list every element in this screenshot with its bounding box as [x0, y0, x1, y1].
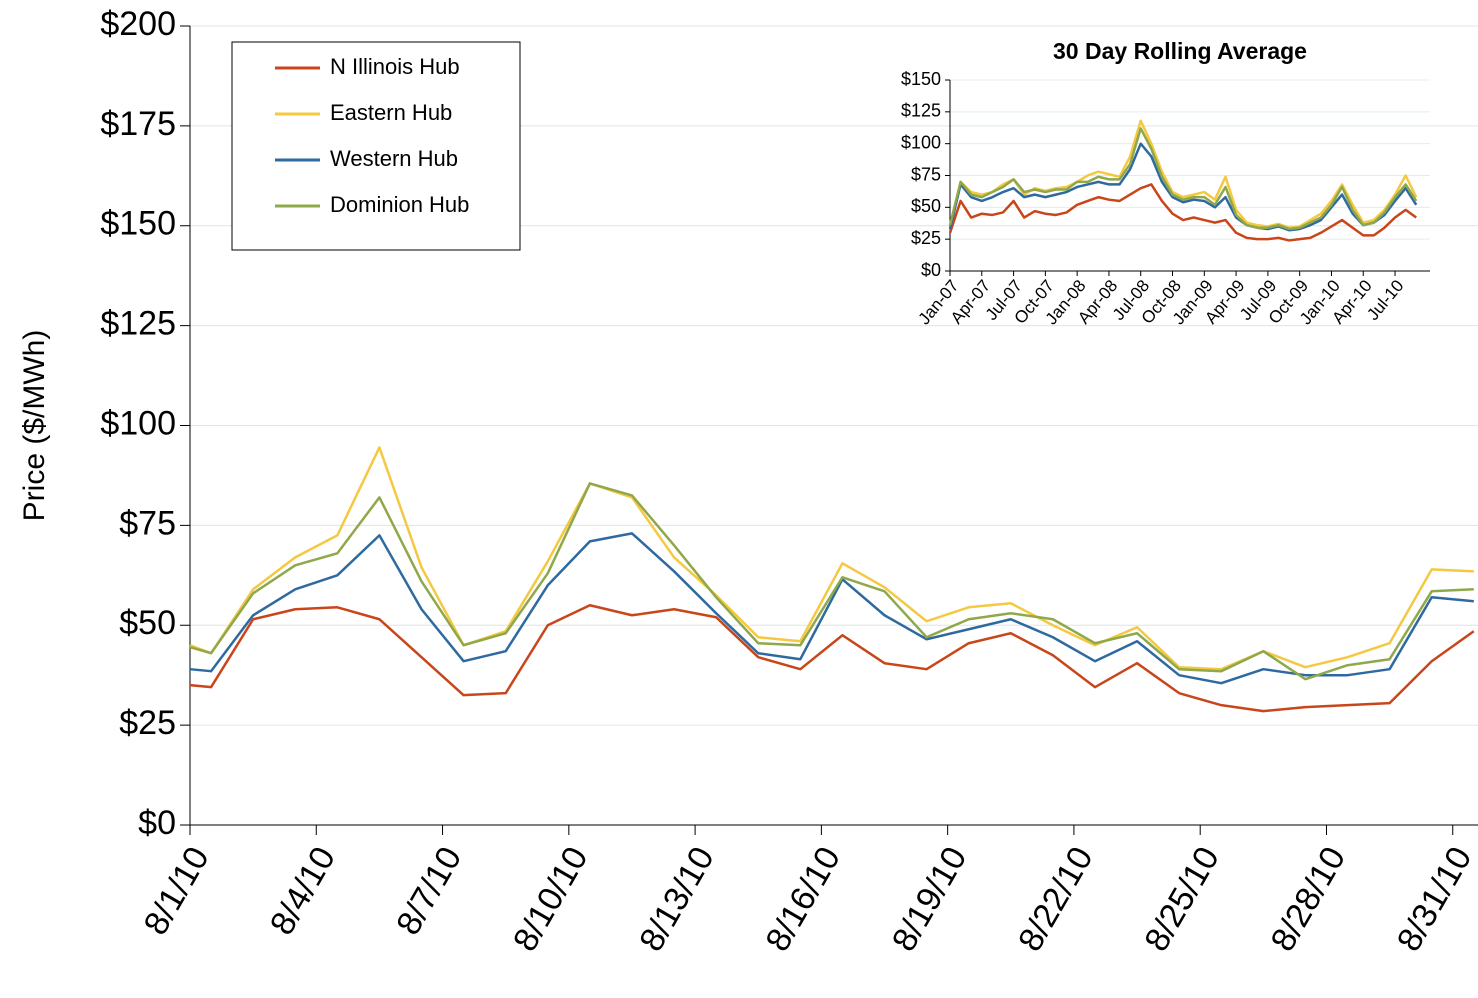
y-tick-label: $50 — [119, 604, 176, 642]
legend-label: Western Hub — [330, 146, 458, 171]
series-line — [189, 604, 1475, 713]
y-tick-label: $100 — [901, 132, 941, 152]
x-tick-label: 8/10/10 — [506, 840, 596, 957]
y-tick-label: $200 — [100, 5, 176, 43]
legend-label: Eastern Hub — [330, 100, 452, 125]
y-tick-label: $125 — [901, 101, 941, 121]
series-line — [189, 532, 1474, 685]
y-tick-label: $125 — [100, 305, 176, 343]
y-tick-label: $50 — [911, 196, 941, 216]
x-tick-label: 8/1/10 — [137, 840, 217, 941]
y-tick-label: $0 — [921, 260, 941, 280]
series-line — [948, 127, 1418, 231]
x-tick-label: 8/13/10 — [632, 840, 722, 957]
y-tick-label: $150 — [100, 205, 176, 243]
x-tick-label: 8/4/10 — [263, 840, 343, 941]
chart-title: 30 Day Rolling Average — [1053, 38, 1307, 64]
y-tick-label: $75 — [119, 504, 176, 542]
y-axis-title: Price ($/MWh) — [18, 330, 51, 522]
legend-frame — [231, 41, 521, 251]
series-line — [189, 482, 1474, 681]
x-tick-label: 8/7/10 — [389, 840, 469, 941]
x-tick-label: 8/25/10 — [1137, 840, 1227, 957]
legend-label: Dominion Hub — [330, 192, 469, 217]
y-tick-label: $100 — [100, 404, 176, 442]
series-line — [948, 183, 1417, 242]
x-tick-label: 8/28/10 — [1264, 840, 1354, 957]
y-tick-label: $0 — [138, 804, 176, 842]
x-tick-label: Jul-10 — [1363, 276, 1407, 324]
plot: $0$25$50$75$100$125$150Jan-07Apr-07Jul-0… — [901, 38, 1430, 328]
y-tick-label: $75 — [911, 164, 941, 184]
y-tick-label: $25 — [119, 704, 176, 742]
series-line — [189, 446, 1474, 671]
legend-label: N Illinois Hub — [330, 54, 460, 79]
y-tick-label: $175 — [100, 105, 176, 143]
x-tick-label: 8/31/10 — [1390, 840, 1478, 957]
x-tick-label: 8/16/10 — [758, 840, 848, 957]
series-line — [948, 142, 1418, 232]
y-tick-label: $150 — [901, 69, 941, 89]
y-tick-label: $25 — [911, 228, 941, 248]
x-tick-label: 8/22/10 — [1011, 840, 1101, 957]
x-tick-label: 8/19/10 — [885, 840, 975, 957]
plot: $0 $25 $50 $75 $100 $125 $150 $175 $200 8/1/10 8/4… — [18, 5, 1478, 958]
